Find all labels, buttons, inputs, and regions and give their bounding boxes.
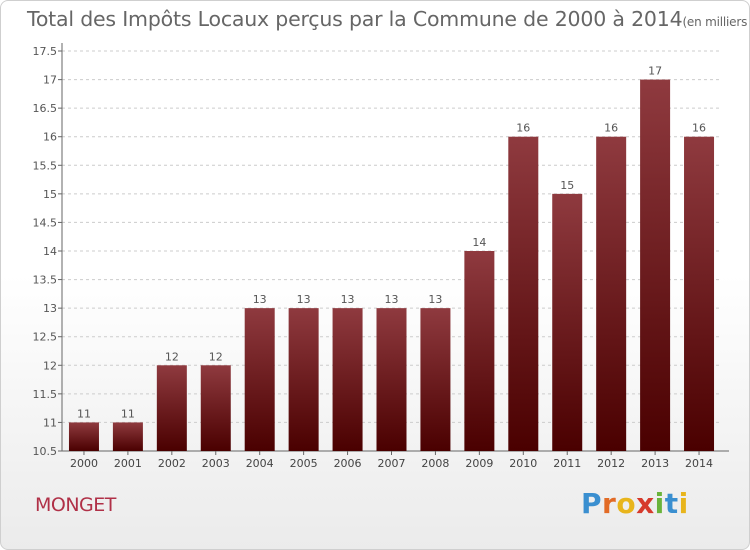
logo-letter: r xyxy=(602,487,617,520)
x-tick-label: 2012 xyxy=(597,457,625,470)
bar xyxy=(68,422,99,451)
logo-letter: t xyxy=(664,487,679,520)
x-tick-label: 2009 xyxy=(465,457,493,470)
x-tick-label: 2000 xyxy=(70,457,98,470)
y-tick-label: 17 xyxy=(43,74,57,87)
bar xyxy=(552,193,583,451)
x-tick-label: 2008 xyxy=(421,457,449,470)
bar xyxy=(464,251,495,451)
y-tick-label: 12.5 xyxy=(33,331,58,344)
logo-letter: x xyxy=(636,487,655,520)
y-tick-label: 16 xyxy=(43,131,57,144)
bar xyxy=(244,308,275,451)
title-text: Total des Impôts Locaux perçus par la Co… xyxy=(27,7,683,31)
x-tick-label: 2004 xyxy=(246,457,274,470)
data-label: 15 xyxy=(560,179,574,192)
data-label: 13 xyxy=(297,293,311,306)
data-label: 13 xyxy=(428,293,442,306)
data-labels: 11 11 12 12 13 13 13 13 13 14 16 15 16 17 16 xyxy=(77,65,706,421)
data-label: 11 xyxy=(121,407,135,420)
y-tick-label: 12 xyxy=(43,359,57,372)
data-label: 11 xyxy=(77,407,91,420)
logo-letter: o xyxy=(616,487,637,520)
bar xyxy=(332,308,363,451)
x-tick-label: 2001 xyxy=(114,457,142,470)
data-label: 13 xyxy=(253,293,267,306)
data-label: 12 xyxy=(209,350,223,363)
data-label: 17 xyxy=(648,65,662,78)
y-tick-label: 13 xyxy=(43,302,57,315)
bar xyxy=(420,308,451,451)
x-tick-label: 2010 xyxy=(509,457,537,470)
y-tick-label: 15 xyxy=(43,188,57,201)
logo-letter: P xyxy=(581,487,603,520)
y-tick-label: 14.5 xyxy=(33,216,58,229)
bar xyxy=(112,422,143,451)
y-tick-label: 15.5 xyxy=(33,159,58,172)
x-tick-label: 2013 xyxy=(641,457,669,470)
x-tick-label: 2005 xyxy=(290,457,318,470)
x-tick-label: 2011 xyxy=(553,457,581,470)
y-tick-label: 13.5 xyxy=(33,274,58,287)
proxiti-logo: Proxiti xyxy=(581,487,689,520)
y-tick-label: 10.5 xyxy=(33,445,58,458)
logo-letter: i xyxy=(654,487,665,520)
bars xyxy=(68,79,715,452)
bar xyxy=(376,308,407,451)
x-tick-label: 2014 xyxy=(685,457,713,470)
bar xyxy=(156,365,187,451)
title-unit: (en milliers d'€) xyxy=(682,15,749,29)
x-tick-label: 2003 xyxy=(202,457,230,470)
y-tick-label: 11 xyxy=(43,416,57,429)
logo-letter: i xyxy=(678,487,689,520)
bar xyxy=(596,136,627,451)
y-tick-label: 16.5 xyxy=(33,102,58,115)
bar xyxy=(200,365,231,451)
bar xyxy=(684,136,715,451)
x-tick-label: 2006 xyxy=(334,457,362,470)
data-label: 14 xyxy=(472,236,486,249)
y-tick-label: 14 xyxy=(43,245,57,258)
bar xyxy=(640,79,671,452)
data-label: 13 xyxy=(385,293,399,306)
x-tick-label: 2007 xyxy=(378,457,406,470)
data-label: 16 xyxy=(604,122,618,135)
data-label: 12 xyxy=(165,350,179,363)
data-label: 16 xyxy=(516,122,530,135)
y-tick-label: 11.5 xyxy=(33,388,58,401)
chart-title: Total des Impôts Locaux perçus par la Co… xyxy=(27,7,749,31)
data-label: 13 xyxy=(341,293,355,306)
commune-name: MONGET xyxy=(35,494,116,516)
y-tick-label: 17.5 xyxy=(33,45,58,58)
bar xyxy=(508,136,539,451)
x-tick-label: 2002 xyxy=(158,457,186,470)
data-label: 16 xyxy=(692,122,706,135)
bar xyxy=(288,308,319,451)
